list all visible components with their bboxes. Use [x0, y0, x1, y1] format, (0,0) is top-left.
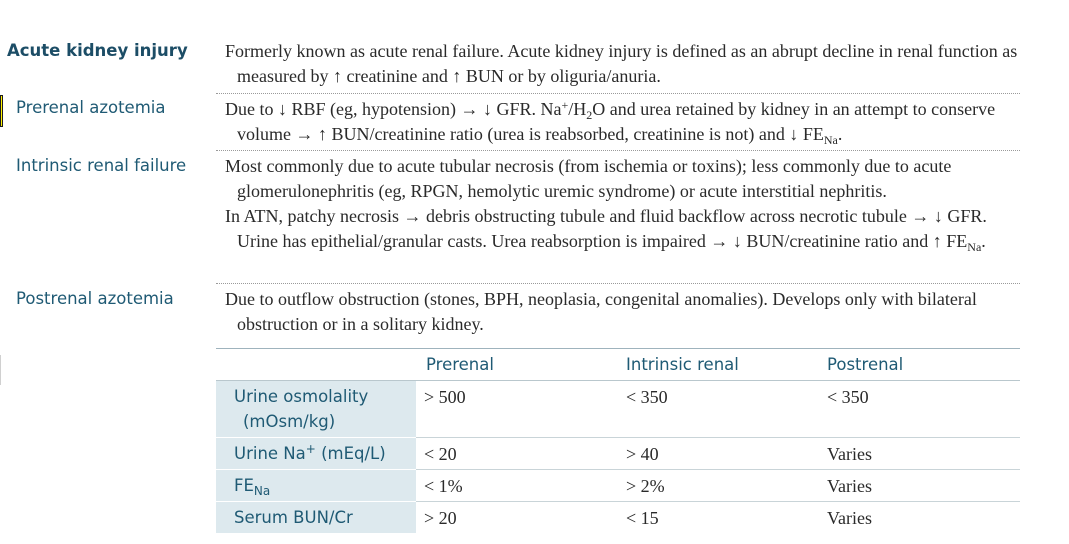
definition-text: Due to outflow obstruction (stones, BPH,…	[225, 289, 977, 334]
table-cell: > 20	[424, 508, 457, 528]
header-rule	[216, 380, 1020, 381]
definition-text: In ATN, patchy necrosis → debris obstruc…	[225, 206, 987, 254]
table-cell: > 500	[424, 387, 466, 407]
table-cell: < 20	[424, 444, 457, 464]
definition-text: Most commonly due to acute tubular necro…	[225, 156, 952, 201]
table-cell: < 1%	[424, 476, 463, 496]
definition-text: Due to ↓ RBF (eg, hypotension) → ↓ GFR. …	[225, 98, 996, 147]
definition-prerenal-azotemia: Due to ↓ RBF (eg, hypotension) → ↓ GFR. …	[225, 97, 1025, 147]
header-intrinsic-renal: Intrinsic renal	[626, 355, 739, 374]
table-cell: Varies	[827, 508, 872, 528]
table-cell: Varies	[827, 444, 872, 464]
table-row-label: Serum BUN/Cr	[216, 502, 416, 533]
definition-intrinsic-renal-failure: Most commonly due to acute tubular necro…	[225, 154, 1025, 254]
header-postrenal: Postrenal	[827, 355, 904, 374]
header-prerenal: Prerenal	[426, 355, 494, 374]
definition-postrenal-azotemia: Due to outflow obstruction (stones, BPH,…	[225, 287, 1025, 337]
row-divider	[216, 283, 1020, 284]
definition-acute-kidney-injury: Formerly known as acute renal failure. A…	[225, 39, 1025, 89]
table-cell: < 15	[626, 508, 659, 528]
table-row-label: Urine Na+ (mEq/L)	[216, 438, 416, 469]
row-rule	[416, 501, 1020, 502]
row-divider	[216, 150, 1020, 151]
table-cell: < 350	[626, 387, 668, 407]
margin-rule	[0, 355, 1, 385]
definition-text: Formerly known as acute renal failure. A…	[225, 41, 1018, 86]
table-cell: > 2%	[626, 476, 665, 496]
table-row-label: FENa	[216, 470, 416, 501]
row-rule	[416, 437, 1020, 438]
table-cell: > 40	[626, 444, 659, 464]
term-prerenal-azotemia: Prerenal azotemia	[16, 98, 166, 117]
table-cell: < 350	[827, 387, 869, 407]
table-row-label: Urine osmolality (mOsm/kg)	[216, 381, 416, 437]
highlight-marker	[0, 95, 3, 127]
term-intrinsic-renal-failure: Intrinsic renal failure	[16, 156, 187, 175]
table-cell: Varies	[827, 476, 872, 496]
row-divider	[216, 93, 1020, 94]
term-acute-kidney-injury: Acute kidney injury	[7, 41, 188, 60]
term-postrenal-azotemia: Postrenal azotemia	[16, 289, 174, 308]
table-top-rule	[216, 348, 1020, 349]
row-rule	[416, 469, 1020, 470]
